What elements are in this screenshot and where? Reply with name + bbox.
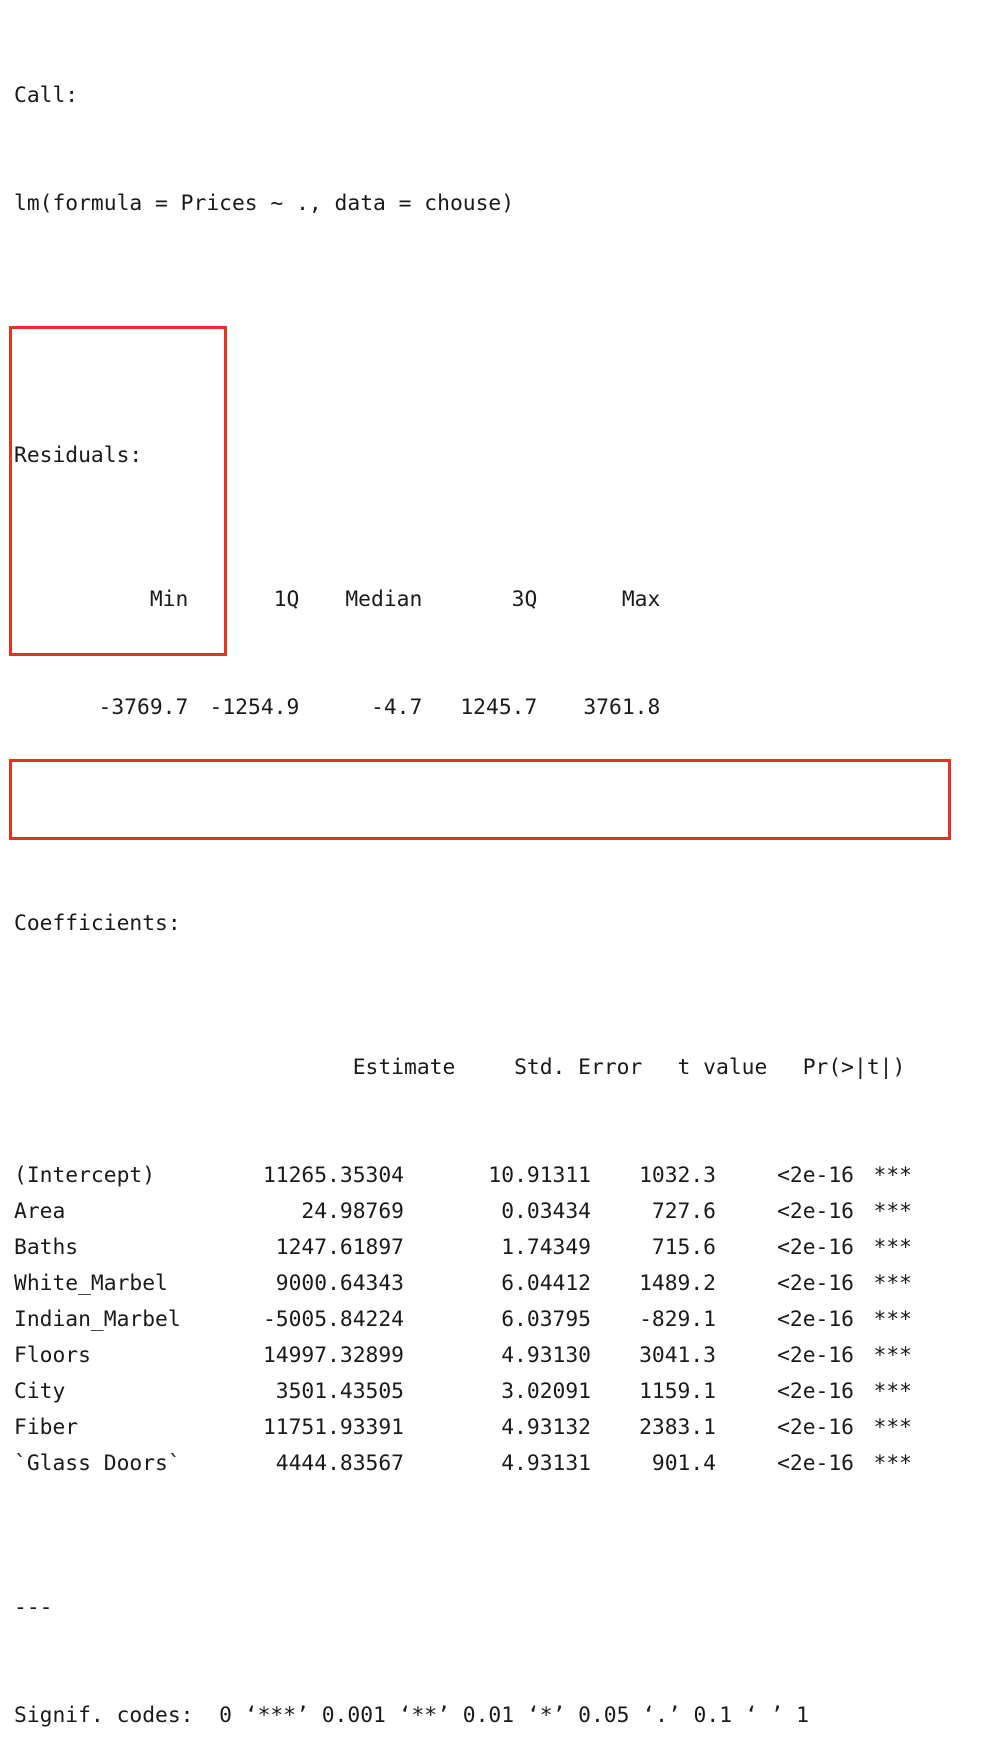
- coef-t-value: 1159.1: [639, 1379, 716, 1404]
- coef-t-value: 901.4: [651, 1451, 716, 1476]
- coefficients-table-body: (Intercept) 11265.35304 10.91311 1032.3 <2e-…: [14, 1158, 999, 1482]
- coef-t-value: -829.1: [639, 1307, 716, 1332]
- table-row: `Glass Doors` 4444.83567 4.93131 901.4 <2e-1…: [14, 1446, 999, 1482]
- coef-name: (Intercept): [14, 1163, 156, 1188]
- coef-p-value: <2e-16: [777, 1415, 854, 1440]
- coef-t-value: 2383.1: [639, 1415, 716, 1440]
- coef-signif-stars: ***: [873, 1451, 912, 1476]
- coef-name: `Glass Doors`: [14, 1451, 181, 1476]
- coef-std-error: 6.04412: [501, 1271, 591, 1296]
- residual-header-1q: 1Q: [273, 587, 300, 612]
- coef-p-value: <2e-16: [777, 1271, 854, 1296]
- coef-std-error: 1.74349: [501, 1235, 591, 1260]
- coef-signif-stars: ***: [873, 1343, 912, 1368]
- coef-estimate: 14997.32899: [262, 1343, 404, 1368]
- table-row: City 3501.43505 3.02091 1159.1 <2e-16 ***: [14, 1374, 999, 1410]
- coef-name: Fiber: [14, 1415, 79, 1440]
- coef-signif-stars: ***: [873, 1199, 912, 1224]
- coef-estimate: 1247.61897: [275, 1235, 404, 1260]
- residual-value-median: -4.7: [371, 695, 423, 720]
- coef-signif-stars: ***: [873, 1235, 912, 1260]
- blank-line: [14, 294, 999, 330]
- residual-header-max: Max: [621, 587, 661, 612]
- table-row: White_Marbel 9000.64343 6.04412 1489.2 <2e-1…: [14, 1266, 999, 1302]
- coef-name: White_Marbel: [14, 1271, 168, 1296]
- coef-estimate: 11265.35304: [262, 1163, 404, 1188]
- coef-estimate: 9000.64343: [275, 1271, 404, 1296]
- coef-name: Floors: [14, 1343, 91, 1368]
- coef-p-value: <2e-16: [777, 1307, 854, 1332]
- coef-estimate: 11751.93391: [262, 1415, 404, 1440]
- r-console-output: Call: lm(formula = Prices ~ ., data = ch…: [14, 6, 999, 1756]
- signif-codes-legend: Signif. codes: 0 ‘***’ 0.001 ‘**’ 0.01 ‘…: [14, 1703, 809, 1728]
- table-row: Fiber 11751.93391 4.93132 2383.1 <2e-16 ***: [14, 1410, 999, 1446]
- coef-p-value: <2e-16: [777, 1235, 854, 1260]
- coef-t-value: 1489.2: [639, 1271, 716, 1296]
- residual-header-3q: 3Q: [511, 587, 538, 612]
- coef-name: Area: [14, 1199, 66, 1224]
- table-row: Area 24.98769 0.03434 727.6 <2e-16 ***: [14, 1194, 999, 1230]
- coef-p-value: <2e-16: [777, 1163, 854, 1188]
- coef-name: Indian_Marbel: [14, 1307, 181, 1332]
- residual-value-min: -3769.7: [98, 695, 189, 720]
- table-row: (Intercept) 11265.35304 10.91311 1032.3 <2e-…: [14, 1158, 999, 1194]
- table-row: Baths 1247.61897 1.74349 715.6 <2e-16 ***: [14, 1230, 999, 1266]
- coef-name: Baths: [14, 1235, 79, 1260]
- residual-header-min: Min: [149, 587, 189, 612]
- coefficients-label: Coefficients:: [14, 911, 181, 936]
- residual-value-max: 3761.8: [583, 695, 661, 720]
- coef-estimate: 3501.43505: [275, 1379, 404, 1404]
- coef-estimate: -5005.84224: [262, 1307, 404, 1332]
- residual-header-median: Median: [345, 587, 423, 612]
- coef-p-value: <2e-16: [777, 1379, 854, 1404]
- coefficients-header-row: Estimate Std. Error t value Pr(>|t|): [14, 1014, 999, 1080]
- coef-signif-stars: ***: [873, 1163, 912, 1188]
- coef-p-value: <2e-16: [777, 1343, 854, 1368]
- residual-value-1q: -1254.9: [209, 695, 300, 720]
- residual-value-3q: 1245.7: [460, 695, 538, 720]
- residuals-label: Residuals:: [14, 443, 143, 468]
- coef-signif-stars: ***: [873, 1271, 912, 1296]
- coef-std-error: 3.02091: [501, 1379, 591, 1404]
- residuals-value-row: -3769.7 -1254.9 -4.7 1245.7 3761.8: [14, 654, 999, 720]
- coef-p-value: <2e-16: [777, 1199, 854, 1224]
- blank-line: [14, 762, 999, 798]
- coef-std-error: 4.93132: [501, 1415, 591, 1440]
- coef-std-error: 10.91311: [488, 1163, 591, 1188]
- table-row: Floors 14997.32899 4.93130 3041.3 <2e-16 ***: [14, 1338, 999, 1374]
- coef-t-value: 1032.3: [639, 1163, 716, 1188]
- coef-t-value: 727.6: [651, 1199, 716, 1224]
- coef-t-value: 715.6: [651, 1235, 716, 1260]
- residuals-header-row: Min 1Q Median 3Q Max: [14, 546, 999, 612]
- coef-signif-stars: ***: [873, 1379, 912, 1404]
- coef-name: City: [14, 1379, 66, 1404]
- table-row: Indian_Marbel -5005.84224 6.03795 -829.1 <2e…: [14, 1302, 999, 1338]
- coef-std-error: 6.03795: [501, 1307, 591, 1332]
- coef-estimate: 24.98769: [301, 1199, 404, 1224]
- coef-header-estimate: Estimate: [352, 1055, 456, 1080]
- call-label: Call:: [14, 83, 79, 108]
- coef-signif-stars: ***: [873, 1415, 912, 1440]
- coef-estimate: 4444.83567: [275, 1451, 404, 1476]
- coef-header-std-error: Std. Error: [514, 1055, 643, 1080]
- coef-std-error: 4.93130: [501, 1343, 591, 1368]
- call-formula: lm(formula = Prices ~ ., data = chouse): [14, 191, 515, 216]
- separator: ---: [14, 1595, 53, 1620]
- coef-header-p-value: Pr(>|t|): [802, 1055, 906, 1080]
- coef-t-value: 3041.3: [639, 1343, 716, 1368]
- coef-std-error: 4.93131: [501, 1451, 591, 1476]
- coef-header-t-value: t value: [677, 1055, 768, 1080]
- coef-p-value: <2e-16: [777, 1451, 854, 1476]
- coef-std-error: 0.03434: [501, 1199, 591, 1224]
- coef-signif-stars: ***: [873, 1307, 912, 1332]
